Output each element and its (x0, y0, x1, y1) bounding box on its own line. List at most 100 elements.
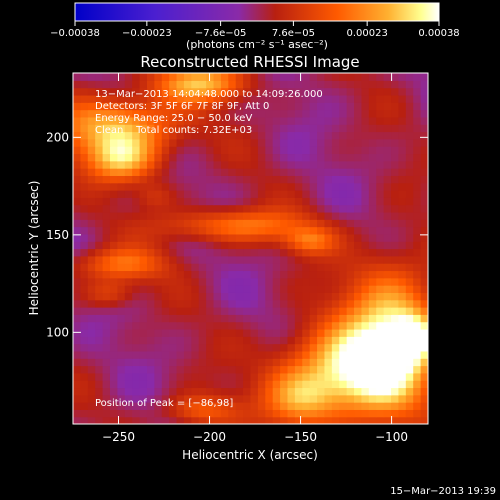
heatmap-cell (191, 307, 200, 315)
heatmap-cell (280, 204, 289, 213)
heatmap-cell (257, 248, 266, 257)
heatmap-cell (265, 226, 274, 235)
heatmap-cell (95, 190, 104, 198)
heatmap-cell (398, 270, 407, 279)
heatmap-cell (191, 299, 200, 308)
heatmap-cell (339, 365, 348, 374)
heatmap-cell (280, 343, 289, 352)
heatmap-cell (272, 343, 281, 352)
heatmap-cell (146, 299, 155, 308)
heatmap-cell (391, 131, 400, 140)
heatmap-cell (346, 226, 355, 235)
heatmap-cell (391, 270, 400, 279)
heatmap-cell (243, 270, 252, 279)
heatmap-cell (235, 277, 244, 286)
heatmap-cell (383, 402, 392, 410)
heatmap-cell (146, 292, 155, 301)
heatmap-cell (265, 241, 274, 250)
heatmap-cell (243, 241, 252, 250)
heatmap-cell (398, 387, 407, 396)
heatmap-cell (420, 226, 428, 235)
heatmap-cell (257, 168, 266, 176)
heatmap-cell (257, 402, 266, 410)
heatmap-cell (405, 153, 414, 162)
heatmap-cell (346, 336, 355, 345)
heatmap-cell (257, 131, 266, 140)
heatmap-cell (250, 402, 259, 410)
heatmap-cell (272, 138, 281, 147)
heatmap-cell (368, 277, 377, 286)
heatmap-cell (331, 292, 340, 301)
heatmap-cell (176, 307, 185, 315)
heatmap-cell (398, 263, 407, 272)
heatmap-cell (132, 270, 141, 279)
heatmap-cell (161, 358, 170, 367)
heatmap-cell (294, 350, 303, 359)
heatmap-cell (109, 146, 118, 155)
heatmap-cell (309, 73, 318, 81)
heatmap-cell (176, 241, 185, 250)
heatmap-cell (250, 233, 259, 242)
heatmap-cell (117, 73, 126, 81)
heatmap-cell (272, 277, 281, 286)
heatmap-cell (272, 204, 281, 213)
heatmap-cell (73, 248, 81, 257)
heatmap-cell (294, 211, 303, 220)
heatmap-cell (302, 146, 311, 155)
heatmap-cell (243, 307, 252, 315)
heatmap-cell (272, 328, 281, 337)
heatmap-cell (331, 87, 340, 96)
heatmap-cell (317, 299, 326, 308)
heatmap-cell (383, 314, 392, 323)
heatmap-cell (161, 124, 170, 133)
heatmap-cell (309, 182, 318, 191)
heatmap-cell (243, 365, 252, 374)
heatmap-cell (95, 328, 104, 337)
heatmap-cell (191, 402, 200, 410)
heatmap-cell (354, 328, 363, 337)
heatmap-cell (250, 307, 259, 315)
heatmap-cell (183, 73, 192, 81)
heatmap-cell (383, 182, 392, 191)
heatmap-cell (213, 358, 222, 367)
heatmap-cell (405, 263, 414, 272)
heatmap-cell (169, 307, 178, 315)
heatmap-cell (250, 314, 259, 323)
heatmap-cell (228, 307, 237, 315)
heatmap-cell (228, 197, 237, 206)
heatmap-cell (87, 277, 96, 286)
heatmap-cell (80, 80, 89, 89)
heatmap-cell (309, 336, 318, 345)
heatmap-cell (176, 285, 185, 293)
heatmap-cell (109, 182, 118, 191)
heatmap-cell (102, 277, 111, 286)
heatmap-cell (280, 241, 289, 250)
heatmap-cell (206, 153, 215, 162)
heatmap-cell (109, 197, 118, 206)
heatmap-cell (87, 394, 96, 403)
heatmap-cell (250, 138, 259, 147)
heatmap-cell (376, 131, 385, 140)
heatmap-cell (132, 175, 141, 184)
heatmap-cell (339, 131, 348, 140)
heatmap-cell (198, 343, 207, 352)
heatmap-cell (361, 365, 370, 374)
annotation-time-range: 13−Mar−2013 14:04:48.000 to 14:09:26.000 (95, 89, 323, 100)
heatmap-cell (176, 153, 185, 162)
heatmap-cell (228, 402, 237, 410)
heatmap-cell (413, 124, 422, 133)
heatmap-cell (220, 233, 229, 242)
heatmap-cell (317, 277, 326, 286)
heatmap-cell (220, 372, 229, 381)
heatmap-cell (161, 328, 170, 337)
heatmap-cell (198, 241, 207, 250)
heatmap-cell (405, 124, 414, 133)
heatmap-cell (309, 270, 318, 279)
heatmap-cell (117, 168, 126, 176)
chart-title: Reconstructed RHESSI Image (140, 53, 359, 71)
heatmap-cell (391, 233, 400, 242)
heatmap-cell (169, 182, 178, 191)
heatmap-cell (206, 380, 215, 389)
heatmap-cell (80, 109, 89, 118)
heatmap-cell (95, 211, 104, 220)
